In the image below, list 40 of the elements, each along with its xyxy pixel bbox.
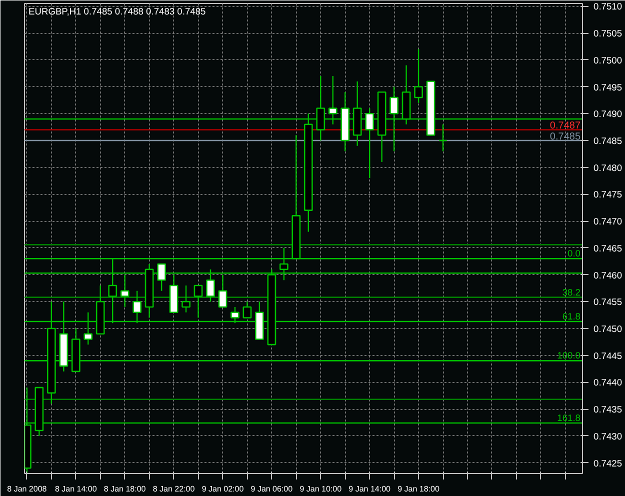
candlestick bbox=[182, 284, 190, 313]
y-tick-label: 0.7465 bbox=[594, 243, 622, 254]
y-tick-label: 0.7430 bbox=[594, 431, 622, 442]
y-tick-label: 0.7445 bbox=[594, 350, 622, 361]
x-tick-label: 9 Jan 18:00 bbox=[398, 484, 440, 494]
y-tick-label: 0.7450 bbox=[594, 324, 622, 334]
y-tick-label: 0.7475 bbox=[594, 190, 622, 200]
x-tick-label: 8 Jan 2008 bbox=[7, 484, 48, 494]
y-tick-label: 0.7495 bbox=[594, 82, 622, 92]
y-tick-label: 0.7480 bbox=[594, 162, 622, 173]
x-tick-label: 9 Jan 14:00 bbox=[348, 484, 392, 494]
y-tick-label: 0.7505 bbox=[594, 28, 622, 39]
ref-line-label: 0.7485 bbox=[550, 131, 581, 142]
x-tick-label: 9 Jan 06:00 bbox=[250, 484, 294, 494]
y-tick-label: 0.7440 bbox=[594, 378, 622, 388]
annotation: 0.0 bbox=[568, 248, 580, 259]
y-tick-label: 0.7485 bbox=[594, 136, 622, 146]
x-tick-label: 8 Jan 14:00 bbox=[54, 484, 98, 494]
y-tick-label: 0.7470 bbox=[594, 216, 622, 227]
candlestick bbox=[194, 284, 203, 318]
y-tick-label: 0.7425 bbox=[594, 458, 622, 468]
chart-title: EURGBP,H1 0.7485 0.7488 0.7483 0.7485 bbox=[28, 6, 206, 16]
y-tick-label: 0.7455 bbox=[594, 297, 622, 308]
y-tick-label: 0.7510 bbox=[594, 2, 622, 12]
y-tick-label: 0.7490 bbox=[594, 109, 622, 120]
annotation: 38.2 bbox=[562, 287, 580, 298]
candlestick bbox=[414, 48, 423, 104]
candlestick bbox=[438, 124, 448, 152]
annotation: 100.0 bbox=[557, 350, 580, 361]
annotation: 161.8 bbox=[557, 413, 580, 424]
candlestick bbox=[242, 301, 252, 318]
y-tick-label: 0.7435 bbox=[594, 404, 622, 415]
y-tick-label: 0.7460 bbox=[594, 270, 622, 280]
x-tick-label: 8 Jan 22:00 bbox=[152, 484, 196, 494]
x-tick-label: 9 Jan 10:00 bbox=[300, 484, 342, 494]
annotation: 61.8 bbox=[562, 311, 580, 322]
y-tick-label: 0.7500 bbox=[594, 55, 622, 66]
x-tick-label: 9 Jan 02:00 bbox=[202, 484, 244, 494]
x-tick-label: 8 Jan 18:00 bbox=[104, 484, 146, 494]
ref-line-label: 0.7487 bbox=[550, 120, 581, 132]
